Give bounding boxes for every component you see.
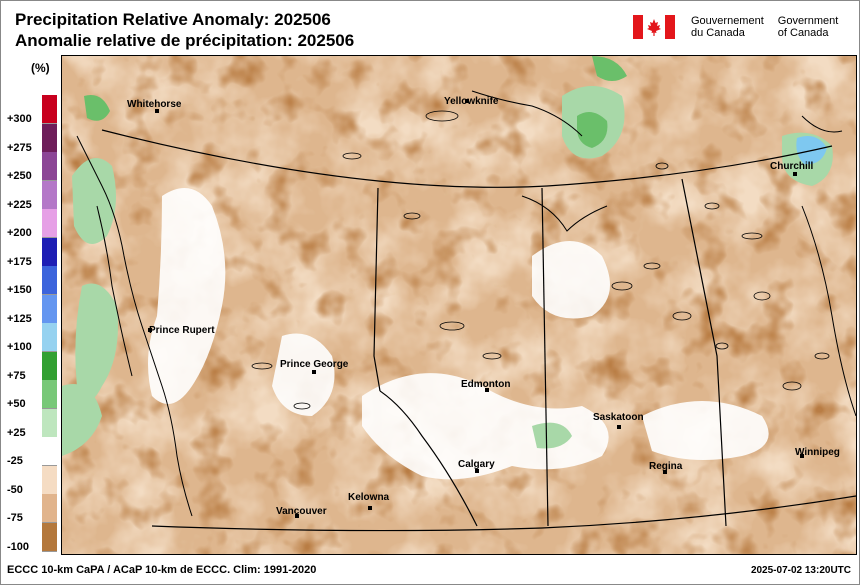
legend-swatch <box>42 123 57 153</box>
legend-label: +200 <box>7 227 32 239</box>
legend-unit: (%) <box>31 61 50 75</box>
legend-label: +225 <box>7 198 32 211</box>
legend-swatch <box>42 408 57 438</box>
government-wordmark: Gouvernement du Canada Government of Can… <box>633 15 852 39</box>
city-marker <box>155 109 159 113</box>
legend-label: -100 <box>7 540 30 553</box>
legend-label: +150 <box>7 284 32 296</box>
legend-swatch <box>42 323 57 352</box>
city-label: Churchill <box>770 161 814 172</box>
city-marker <box>465 99 469 103</box>
city-label: Prince Rupert <box>149 325 215 336</box>
legend-swatch <box>42 180 57 210</box>
city-label: Yellowknife <box>444 96 499 107</box>
legend-label: +300 <box>7 113 32 125</box>
legend-swatch <box>42 152 57 181</box>
city-marker <box>485 388 489 392</box>
map-canvas: Whitehorse Yellowknife Churchill Prince Rup… <box>62 56 856 554</box>
city-label: Winnipeg <box>795 447 840 458</box>
city-label: Calgary <box>458 459 495 470</box>
map-title: Precipitation Relative Anomaly: 202506 A… <box>15 9 354 51</box>
city-marker <box>368 506 372 510</box>
legend-swatch <box>42 465 57 495</box>
city-marker <box>793 172 797 176</box>
city-label: Saskatoon <box>593 412 644 423</box>
canada-flag-icon <box>633 15 675 39</box>
legend-label: +125 <box>7 312 32 325</box>
precipitation-map: Whitehorse Yellowknife Churchill Prince Rup… <box>61 55 857 555</box>
gov-name-english: Government of Canada <box>777 15 839 39</box>
city-marker <box>663 470 667 474</box>
data-source: ECCC 10-km CaPA / ACaP 10-km de ECCC. Cl… <box>7 564 317 576</box>
city-marker <box>800 454 804 458</box>
city-marker <box>475 469 479 473</box>
issue-timestamp: 2025-07-02 13:20UTC <box>750 565 851 576</box>
city-label: Edmonton <box>461 379 510 390</box>
city-marker <box>312 370 316 374</box>
legend-swatch <box>42 266 57 295</box>
legend-swatch <box>42 522 57 552</box>
legend-label: +25 <box>7 426 26 439</box>
legend-label: +100 <box>7 341 32 353</box>
legend-swatch <box>42 294 57 324</box>
city-label: Prince George <box>280 359 349 370</box>
legend-label: -50 <box>7 483 23 496</box>
city-label: Whitehorse <box>127 99 182 110</box>
title-french: Anomalie relative de précipitation: 2025… <box>15 31 355 50</box>
city-marker <box>295 514 299 518</box>
legend-label: +50 <box>7 398 26 410</box>
title-english: Precipitation Relative Anomaly: 202506 <box>15 10 331 29</box>
legend-label: +275 <box>7 141 32 154</box>
legend-swatch <box>42 237 57 267</box>
legend-swatch <box>42 209 57 238</box>
legend-label: +75 <box>7 369 26 382</box>
legend-swatch <box>42 437 57 466</box>
legend-swatch <box>42 380 57 409</box>
legend-label: +175 <box>7 255 32 268</box>
city-marker <box>148 328 152 332</box>
legend-label: -25 <box>7 455 23 467</box>
city-marker <box>617 425 621 429</box>
legend-label: -75 <box>7 512 23 524</box>
legend-label: +250 <box>7 170 32 182</box>
color-legend: (%) +300 +275 +250 +225 +200 +175 +150 +125 +100… <box>3 55 59 553</box>
gov-name-french: Gouvernement du Canada <box>691 15 764 39</box>
legend-swatch <box>42 494 57 523</box>
city-label: Regina <box>649 461 683 472</box>
city-label: Kelowna <box>348 492 390 503</box>
legend-swatch <box>42 95 57 124</box>
legend-swatch <box>42 351 57 381</box>
city-label: Vancouver <box>276 506 327 517</box>
